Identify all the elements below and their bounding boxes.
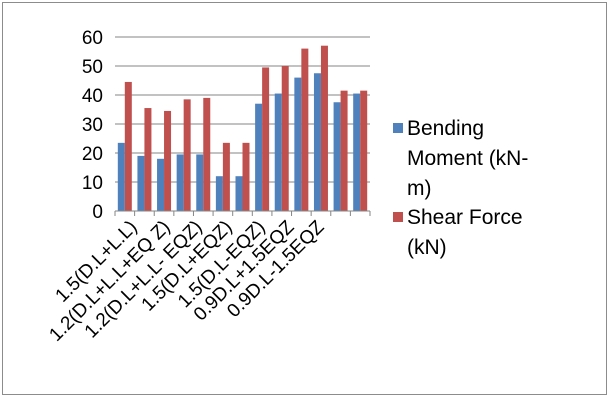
bending-moment-bar (235, 176, 243, 211)
x-axis-tick-labels: 1.5(D.L+L.L)1.2(D.L+L.L+EQ Z)1.2(D.L+L.L… (45, 216, 328, 345)
y-tick-label: 60 (82, 28, 103, 49)
shear-force-bar (124, 81, 132, 211)
shear-force-bar (183, 99, 191, 211)
shear-force-bar (242, 142, 250, 211)
bending-moment-bar (333, 102, 341, 211)
shear-force-bar (164, 110, 172, 211)
bending-moment-bar (157, 158, 165, 211)
bending-moment-bar (353, 93, 361, 211)
y-axis-tick-labels: 0 10 20 30 40 50 60 (82, 28, 103, 223)
y-tick-label: 30 (82, 115, 103, 136)
bars (117, 45, 368, 212)
bending-moment-bar (294, 77, 302, 211)
y-tick-label: 50 (82, 57, 103, 78)
shear-force-bar (320, 45, 328, 212)
legend-label: Bending (407, 117, 484, 140)
bending-moment-bar (313, 73, 321, 211)
bending-moment-bar (215, 176, 223, 211)
bending-moment-bar (137, 155, 145, 211)
bending-moment-bar (255, 103, 263, 211)
bar-chart: 0 10 20 30 40 50 60 1.5(D.L+L.L)1.2(D.L+L.L+EQ… (45, 28, 528, 346)
bending-moment-bar (117, 142, 125, 211)
shear-force-bar (144, 108, 152, 211)
shear-force-bar (301, 48, 309, 211)
chart-frame: 0 10 20 30 40 50 60 1.5(D.L+L.L) 1.2(D.L+L.L+EQ… (2, 2, 607, 395)
shear-force-bar (203, 97, 211, 211)
y-tick-label: 10 (82, 173, 103, 194)
legend-label: Shear Force (407, 206, 523, 229)
y-tick-label: 20 (82, 144, 103, 165)
bending-moment-bar (176, 154, 184, 211)
shear-force-bar (281, 66, 289, 211)
shear-force-bar (340, 90, 348, 211)
x-axis (114, 210, 371, 216)
legend-label: m) (407, 177, 432, 200)
legend: Bending Moment (kN-m) Shear Force (kN) (393, 117, 528, 259)
y-tick-label: 40 (82, 86, 103, 107)
shear-force-bar (360, 90, 368, 211)
y-tick-label: 0 (92, 202, 103, 223)
bending-moment-bar (196, 154, 204, 211)
shear-force-bar (222, 142, 230, 211)
legend-label: Moment (kN- (407, 147, 528, 170)
legend-label: (kN) (407, 236, 447, 259)
bending-moment-bar (274, 93, 282, 211)
legend-swatch (393, 123, 403, 133)
legend-swatch (393, 212, 403, 222)
shear-force-bar (262, 67, 270, 211)
